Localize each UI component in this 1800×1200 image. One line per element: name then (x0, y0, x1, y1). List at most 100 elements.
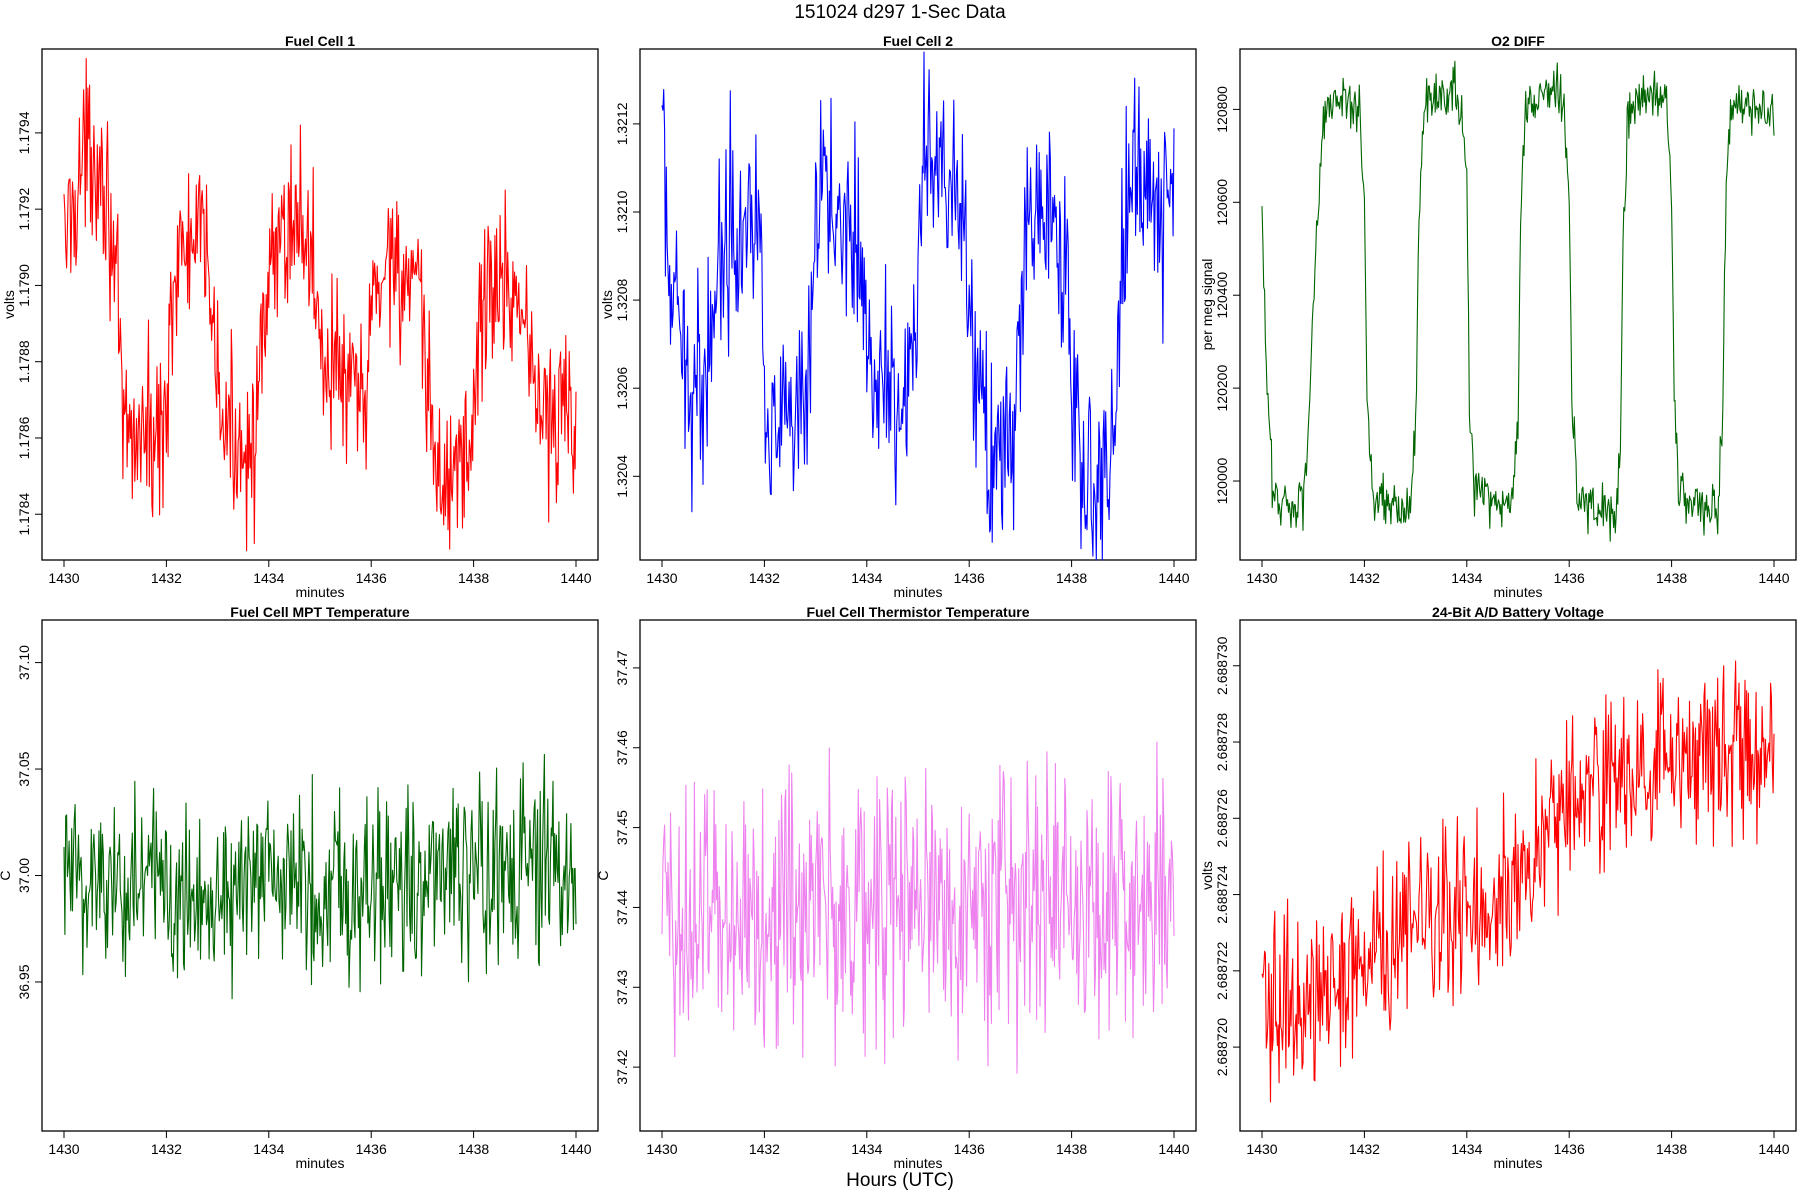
x-tick-label: 1436 (954, 570, 985, 586)
y-tick-label: 37.00 (16, 858, 32, 893)
y-tick-label: 1.3212 (614, 102, 630, 145)
y-axis-label: volts (599, 290, 615, 319)
y-tick-label: 120600 (1214, 179, 1230, 226)
x-axis-label: minutes (295, 1155, 344, 1171)
y-tick-label: 1.1784 (16, 493, 32, 536)
y-tick-label: 37.43 (614, 970, 630, 1005)
x-tick-label: 1432 (1349, 570, 1380, 586)
panel-title: Fuel Cell MPT Temperature (230, 604, 410, 620)
y-tick-label: 1.1786 (16, 416, 32, 459)
y-tick-label: 2.688724 (1214, 865, 1230, 924)
y-axis-label: per meg signal (1199, 259, 1215, 351)
x-axis-label: minutes (1493, 1155, 1542, 1171)
y-tick-label: 120800 (1214, 86, 1230, 133)
x-tick-label: 1432 (151, 570, 182, 586)
panel-title: O2 DIFF (1491, 33, 1545, 49)
plot-frame (639, 48, 1197, 561)
x-tick-label: 1430 (1246, 570, 1277, 586)
plot-frame (639, 619, 1197, 1132)
x-tick-label: 1438 (458, 1141, 489, 1157)
y-tick-label: 1.1792 (16, 188, 32, 231)
series-line (63, 753, 577, 1000)
y-axis-label: C (595, 870, 611, 880)
x-tick-label: 1430 (1246, 1141, 1277, 1157)
y-tick-label: 120400 (1214, 272, 1230, 319)
y-tick-label: 1.3204 (614, 455, 630, 498)
x-tick-label: 1440 (1158, 570, 1189, 586)
panel-title: Fuel Cell Thermistor Temperature (806, 604, 1029, 620)
y-tick-label: 37.05 (16, 751, 32, 786)
x-tick-label: 1432 (151, 1141, 182, 1157)
figure-x-axis-label: Hours (UTC) (846, 1170, 954, 1191)
x-tick-label: 1436 (954, 1141, 985, 1157)
y-tick-label: 37.47 (614, 650, 630, 685)
x-tick-label: 1434 (1451, 570, 1482, 586)
panel-title: Fuel Cell 2 (883, 33, 953, 49)
y-tick-label: 37.44 (614, 890, 630, 925)
chart-panel-6: 24-Bit A/D Battery Voltage 1430 1432 1434 14… (1199, 604, 1797, 1171)
y-tick-label: 1.1790 (16, 264, 32, 307)
y-axis-label: C (0, 870, 13, 880)
y-tick-label: 2.688728 (1214, 713, 1230, 772)
x-tick-label: 1438 (1656, 570, 1687, 586)
x-axis-label: minutes (893, 1155, 942, 1171)
x-tick-label: 1434 (851, 570, 882, 586)
series-line (661, 741, 1175, 1074)
x-tick-label: 1440 (560, 1141, 591, 1157)
x-tick-label: 1430 (646, 570, 677, 586)
x-tick-label: 1434 (253, 570, 284, 586)
x-axis-label: minutes (893, 584, 942, 600)
x-tick-label: 1436 (356, 1141, 387, 1157)
series-line (1261, 60, 1775, 542)
y-tick-label: 37.46 (614, 730, 630, 765)
plot-frame (41, 48, 599, 561)
y-tick-label: 1.3208 (614, 278, 630, 321)
x-tick-label: 1436 (356, 570, 387, 586)
x-tick-label: 1438 (1656, 1141, 1687, 1157)
y-tick-label: 2.688722 (1214, 941, 1230, 1000)
series-line (661, 51, 1175, 561)
y-tick-label: 1.3206 (614, 367, 630, 410)
chart-panel-5: Fuel Cell Thermistor Temperature 1430 1432… (595, 604, 1197, 1171)
x-tick-label: 1440 (1758, 570, 1789, 586)
x-tick-label: 1436 (1554, 570, 1585, 586)
panel-title: Fuel Cell 1 (285, 33, 355, 49)
x-tick-label: 1432 (1349, 1141, 1380, 1157)
y-tick-label: 1.1794 (16, 111, 32, 154)
x-tick-label: 1434 (851, 1141, 882, 1157)
y-axis-label: volts (1199, 861, 1215, 890)
chart-panel-3: O2 DIFF 1430 1432 1434 1436 1438 1440 minutes 12… (1199, 33, 1797, 600)
plot-frame (1239, 619, 1797, 1132)
y-tick-label: 120000 (1214, 457, 1230, 504)
plot-frame (1239, 48, 1797, 561)
y-tick-label: 36.95 (16, 964, 32, 999)
figure-title: 151024 d297 1-Sec Data (794, 2, 1006, 23)
y-tick-label: 2.688730 (1214, 636, 1230, 695)
x-tick-label: 1440 (1158, 1141, 1189, 1157)
x-tick-label: 1430 (48, 570, 79, 586)
y-axis-label: volts (1, 290, 17, 319)
x-tick-label: 1438 (1056, 1141, 1087, 1157)
series-line (63, 58, 577, 552)
x-tick-label: 1438 (458, 570, 489, 586)
x-tick-label: 1430 (646, 1141, 677, 1157)
y-tick-label: 2.688726 (1214, 789, 1230, 848)
x-tick-label: 1438 (1056, 570, 1087, 586)
y-tick-label: 37.10 (16, 645, 32, 680)
x-tick-label: 1434 (253, 1141, 284, 1157)
chart-panel-4: Fuel Cell MPT Temperature 1430 1432 1434 143… (0, 604, 599, 1171)
x-tick-label: 1434 (1451, 1141, 1482, 1157)
y-tick-label: 1.1788 (16, 340, 32, 383)
y-tick-label: 37.42 (614, 1049, 630, 1084)
x-tick-label: 1432 (749, 1141, 780, 1157)
y-tick-label: 2.688720 (1214, 1018, 1230, 1077)
y-tick-label: 37.45 (614, 810, 630, 845)
x-axis-label: minutes (295, 584, 344, 600)
x-tick-label: 1430 (48, 1141, 79, 1157)
chart-panel-1: Fuel Cell 1 1430 1432 1434 1436 1438 1440 minut… (1, 33, 599, 600)
panel-title: 24-Bit A/D Battery Voltage (1432, 604, 1604, 620)
x-tick-label: 1440 (1758, 1141, 1789, 1157)
y-tick-label: 1.3210 (614, 190, 630, 233)
series-line (1261, 660, 1775, 1103)
